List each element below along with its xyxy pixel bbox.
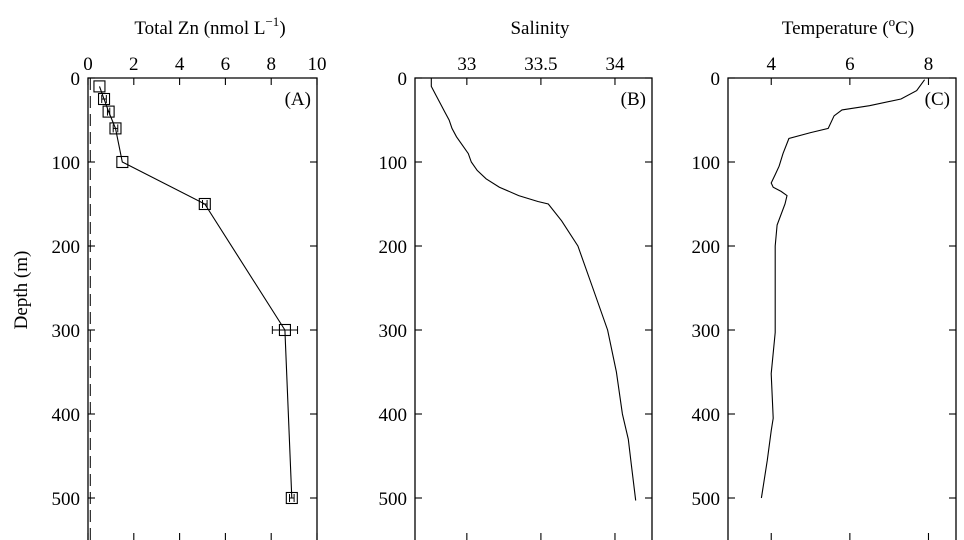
panel-a-x-tick-label: 6	[221, 54, 231, 75]
panel-c-series-line	[760, 79, 926, 499]
panel-b-tag: (B)	[621, 89, 646, 110]
panel-b-y-tick-label: 0	[398, 69, 408, 90]
panel-a-x-tick-label: 0	[83, 54, 93, 75]
panel-c-y-tick-label: 200	[692, 237, 721, 258]
panel-a-title-superscript: −1	[265, 14, 279, 29]
panel-a-frame	[87, 77, 318, 540]
panel-c-title-superscript: o	[889, 14, 896, 29]
panel-a-x-tick-label: 2	[129, 54, 139, 75]
panel-c-y-tick-label: 500	[692, 489, 721, 510]
panel-b-y-tick-label: 500	[379, 489, 408, 510]
panel-a-y-tick-label: 300	[52, 321, 81, 342]
panel-a: Total Zn (nmol L−1) 0 2 4 6 8 100100200300400…	[52, 14, 327, 540]
panel-b-x-tick-label: 34	[605, 54, 625, 75]
panel-c-title: Temperature (oC)	[782, 14, 914, 39]
panel-c-frame	[727, 77, 957, 540]
panel-b-y-tick-label: 400	[379, 405, 408, 426]
panel-a-y-tick-label: 0	[71, 69, 81, 90]
panel-c-tag: (C)	[925, 89, 950, 110]
panel-b-y-tick-label: 100	[379, 153, 408, 174]
panel-a-data-point	[116, 155, 129, 169]
panel-a-data-point	[278, 323, 291, 337]
panel-c-x-tick-label: 4	[766, 54, 776, 75]
panel-a-data-point	[285, 491, 298, 505]
panel-c-x-tick-label: 8	[924, 54, 934, 75]
panel-c: Temperature (oC) 4 6 8 0 100 200 300 400 500 (C)	[692, 14, 957, 540]
panel-c-x-tick-label: 6	[845, 54, 855, 75]
y-axis-title: Depth (m)	[11, 251, 32, 330]
panel-a-x-tick-label: 4	[175, 54, 185, 75]
panel-a-data-point	[93, 80, 106, 93]
panel-a-data-point	[198, 197, 211, 211]
panel-a-x-tick-label: 10	[308, 54, 327, 75]
panel-b-series-line	[430, 78, 637, 501]
panel-a-series-line	[98, 86, 293, 499]
panel-c-y-tick-label: 300	[692, 321, 721, 342]
panel-b-frame	[414, 77, 653, 540]
panel-a-x-tick-label: 8	[266, 54, 276, 75]
panel-c-y-tick-label: 100	[692, 153, 721, 174]
panel-a-data-point	[109, 122, 122, 135]
panel-a-tag: (A)	[285, 89, 311, 110]
panel-b: Salinity 33 33.5 34 0 100 200 300 400 500 (B)	[379, 18, 653, 540]
panel-c-y-tick-label: 400	[692, 405, 721, 426]
panel-c-title-end: C)	[895, 18, 914, 39]
panel-b-x-tick-label: 33.5	[524, 54, 557, 75]
panel-a-y-tick-label: 100	[52, 153, 81, 174]
panel-c-y-tick-label: 0	[711, 69, 721, 90]
panel-b-y-tick-label: 300	[379, 321, 408, 342]
panel-a-title-end: )	[279, 18, 285, 39]
panel-a-y-tick-label: 200	[52, 237, 81, 258]
panel-a-data-point	[97, 92, 111, 106]
panel-a-y-tick-label: 500	[52, 489, 81, 510]
panel-b-y-tick-label: 200	[379, 237, 408, 258]
panel-b-title: Salinity	[510, 18, 570, 39]
panel-a-y-tick-label: 400	[52, 405, 81, 426]
panel-a-title: Total Zn (nmol L−1)	[134, 14, 285, 39]
panel-b-x-tick-label: 33	[457, 54, 476, 75]
panel-a-data-point	[102, 105, 115, 118]
